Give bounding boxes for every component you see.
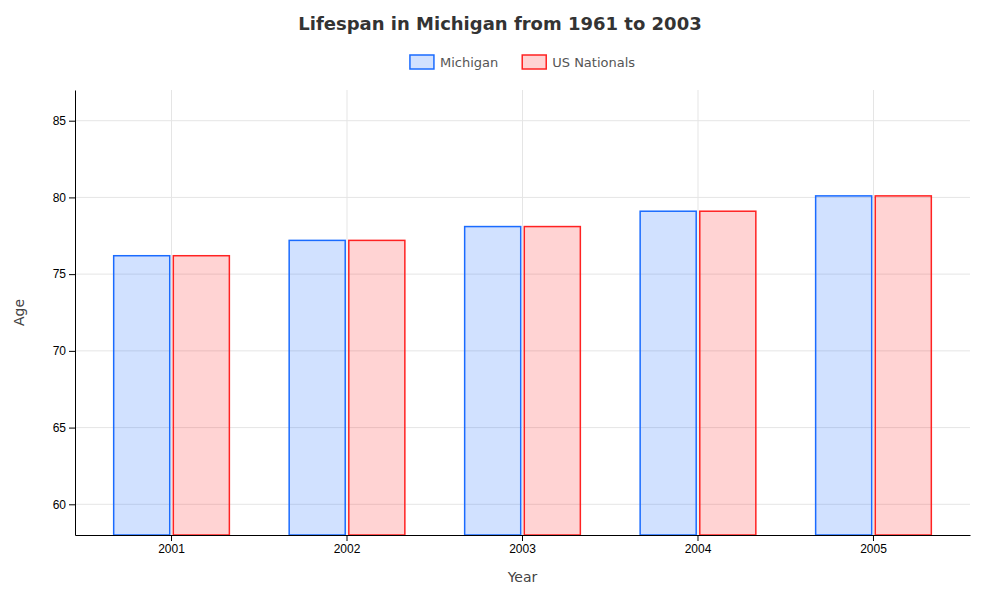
legend-swatch bbox=[410, 55, 434, 69]
marks bbox=[114, 196, 932, 535]
x-grid-line bbox=[873, 90, 874, 535]
y-tick-label: 85 bbox=[53, 114, 67, 128]
y-tick-mark bbox=[69, 197, 75, 198]
bar-series bbox=[114, 196, 872, 535]
y-tick: 70 bbox=[53, 344, 75, 358]
bar bbox=[173, 256, 229, 535]
y-tick-label: 70 bbox=[53, 344, 67, 358]
y-tick-label: 60 bbox=[53, 498, 67, 512]
x-axis: 2001 2002 2003 2004 2005 bbox=[76, 535, 971, 556]
bar bbox=[114, 256, 170, 535]
y-tick: 65 bbox=[53, 421, 75, 435]
bar bbox=[524, 227, 580, 535]
y-tick: 80 bbox=[53, 191, 75, 205]
y-tick-label: 75 bbox=[53, 267, 67, 281]
bar bbox=[465, 227, 521, 535]
y-axis: 60 65 70 75 80 85 bbox=[53, 91, 76, 536]
x-tick-label: 2005 bbox=[860, 542, 887, 556]
y-axis-line bbox=[75, 91, 76, 536]
x-tick-label: 2002 bbox=[334, 542, 361, 556]
y-tick-mark bbox=[69, 351, 75, 352]
x-tick-mark bbox=[347, 535, 348, 541]
legend-label: US Nationals bbox=[552, 55, 635, 70]
x-axis-label: Year bbox=[507, 569, 538, 585]
legend-swatch bbox=[522, 55, 546, 69]
x-tick-label: 2004 bbox=[685, 542, 712, 556]
legend-label: Michigan bbox=[440, 55, 498, 70]
y-tick-mark bbox=[69, 504, 75, 505]
y-tick-mark bbox=[69, 121, 75, 122]
bar bbox=[640, 211, 696, 535]
bar bbox=[289, 240, 345, 535]
bar bbox=[700, 211, 756, 535]
legend: Michigan US Nationals bbox=[410, 55, 635, 70]
y-axis-label: Age bbox=[11, 299, 27, 326]
x-tick-mark bbox=[873, 535, 874, 541]
x-tick: 2002 bbox=[334, 535, 361, 556]
bar-series bbox=[173, 196, 931, 535]
x-tick: 2004 bbox=[685, 535, 712, 556]
x-tick: 2003 bbox=[509, 535, 536, 556]
y-tick: 85 bbox=[53, 114, 75, 128]
bar bbox=[816, 196, 872, 535]
legend-item: Michigan bbox=[410, 55, 498, 70]
x-grid-line bbox=[347, 90, 348, 535]
y-tick-mark bbox=[69, 428, 75, 429]
chart-svg: 2001 2002 2003 2004 2005 60 65 70 75 80 85 Lifespan… bbox=[0, 0, 1000, 600]
x-tick-mark bbox=[697, 535, 698, 541]
x-tick-label: 2001 bbox=[158, 542, 185, 556]
x-grid-line bbox=[522, 90, 523, 535]
y-tick: 60 bbox=[53, 498, 75, 512]
plot-area: 2001 2002 2003 2004 2005 60 65 70 75 80 85 bbox=[53, 90, 971, 556]
grid bbox=[75, 90, 970, 535]
bar bbox=[349, 240, 405, 535]
x-tick: 2005 bbox=[860, 535, 887, 556]
bar bbox=[875, 196, 931, 535]
x-tick-mark bbox=[171, 535, 172, 541]
y-tick-label: 80 bbox=[53, 191, 67, 205]
title: Lifespan in Michigan from 1961 to 2003 bbox=[298, 13, 701, 34]
x-grid-line bbox=[171, 90, 172, 535]
x-tick-mark bbox=[522, 535, 523, 541]
y-tick-mark bbox=[69, 274, 75, 275]
x-grid-line bbox=[697, 90, 698, 535]
y-tick-label: 65 bbox=[53, 421, 67, 435]
legend-item: US Nationals bbox=[522, 55, 635, 70]
x-tick: 2001 bbox=[158, 535, 185, 556]
x-tick-label: 2003 bbox=[509, 542, 536, 556]
y-tick: 75 bbox=[53, 267, 75, 281]
